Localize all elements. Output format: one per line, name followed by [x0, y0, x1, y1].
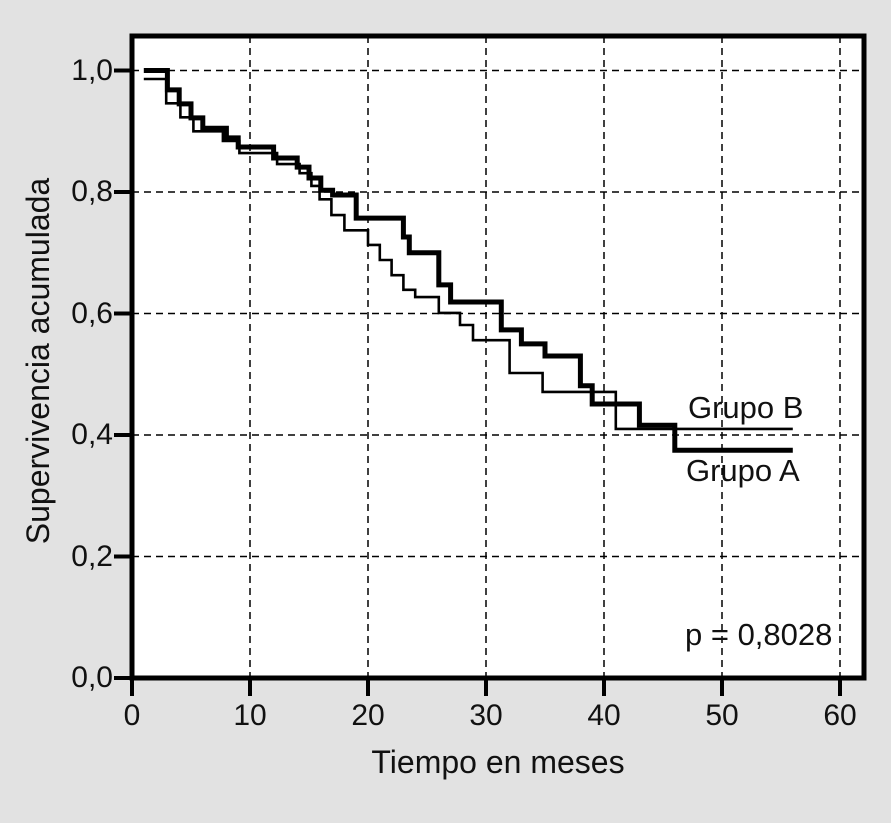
y-tick-label: 0,8 — [71, 175, 113, 208]
y-tick-label: 0,6 — [71, 296, 113, 330]
x-tick-label: 10 — [233, 699, 267, 732]
x-tick-label: 0 — [123, 699, 141, 732]
x-tick-label: 30 — [469, 699, 503, 732]
series-label-grupo-a: Grupo A — [686, 453, 800, 488]
x-axis-title: Tiempo en meses — [371, 744, 625, 780]
y-tick-label: 0,0 — [71, 661, 113, 694]
x-tick-label: 60 — [823, 699, 857, 732]
survival-curve-grupo-a — [143, 68, 793, 453]
x-tick-label: 20 — [351, 699, 385, 732]
x-tick-label: 50 — [705, 699, 739, 732]
series-label-grupo-b: Grupo B — [688, 390, 804, 425]
y-tick-label: 0,4 — [71, 418, 113, 451]
x-tick-label: 40 — [587, 699, 621, 732]
y-tick-label: 0,2 — [71, 539, 113, 573]
p-value-annotation: p = 0,8028 — [685, 617, 833, 652]
plot-panel — [132, 36, 864, 678]
y-tick-label: 1,0 — [71, 53, 113, 87]
plot-frame — [129, 33, 867, 681]
survival-curve-grupo-b — [143, 77, 793, 431]
